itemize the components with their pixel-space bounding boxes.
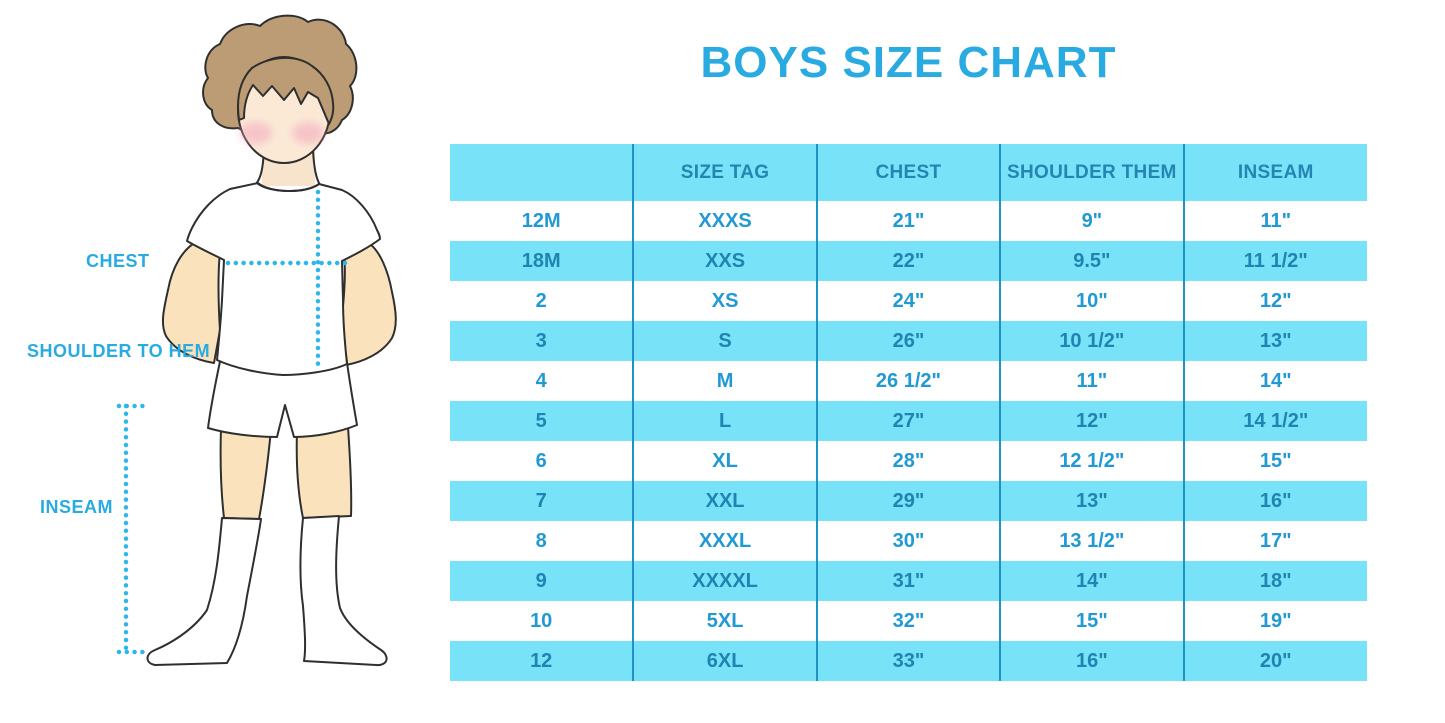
column-header: SIZE TAG [632,144,817,201]
table-row: 3 S 26" 10 1/2" 13" [450,321,1367,361]
table-cell: 9 [535,569,547,592]
boy-illustration [116,14,397,667]
table-cell: 28" [815,441,1001,481]
table-cell: 18M [521,249,561,272]
table-cell: 9.5" [999,241,1184,281]
table-row: 2 XS 24" 10" 12" [450,281,1367,321]
table-cell: 18" [1182,561,1367,601]
right-arm [339,243,397,366]
table-row: 6 XL 28" 12 1/2" 15" [450,441,1367,481]
table-row: 8 XXXL 30" 13 1/2" 17" [450,521,1367,561]
table-cell: 22" [815,241,1001,281]
table-cell: 8 [535,529,547,552]
table-cell: 11 1/2" [1182,241,1367,281]
table-cell: 26 1/2" [815,361,1001,401]
chest-label: CHEST [86,251,150,271]
table-cell: 24" [815,281,1001,321]
table-cell: 13" [999,481,1184,521]
t-shirt [186,182,381,376]
table-cell: 15" [999,601,1184,641]
table-cell: 26" [815,321,1001,361]
table-row: 18M XXS 22" 9.5" 11 1/2" [450,241,1367,281]
right-sock [299,515,388,667]
shoulder-to-hem-label: SHOULDER TO HEM [27,341,211,361]
table-row: 4 M 26 1/2" 11" 14" [450,361,1367,401]
table-cell: 10 1/2" [999,321,1184,361]
table-cell: XXXS [632,201,817,241]
table-row: 9 XXXXL 31" 14" 18" [450,561,1367,601]
table-cell: 11" [999,361,1184,401]
table-header-row: SIZE TAG CHEST SHOULDER THEM INSEAM [450,144,1367,201]
table-cell: 6XL [632,641,817,681]
table-cell: S [632,321,817,361]
table-cell: 31" [815,561,1001,601]
table-cell: XXS [632,241,817,281]
table-cell: 5 [535,409,547,432]
table-cell: 32" [815,601,1001,641]
table-cell: 17" [1182,521,1367,561]
table-cell: 12M [521,209,561,232]
table-cell: 13 1/2" [999,521,1184,561]
collar-line [256,182,320,192]
page-title: BOYS SIZE CHART [700,38,1117,87]
table-cell: 4 [535,369,547,392]
table-cell: 5XL [632,601,817,641]
table-cell: 13" [1182,321,1367,361]
column-header: SHOULDER THEM [999,144,1184,201]
table-cell: 6 [535,449,547,472]
table-cell: 11" [1182,201,1367,241]
left-sock [146,517,262,666]
table-cell: 10 [530,609,553,632]
left-arm [161,241,221,364]
column-header [450,144,634,201]
table-cell: 7 [535,489,547,512]
table-row: 12M XXXS 21" 9" 11" [450,201,1367,241]
table-cell: 16" [999,641,1184,681]
table-cell: XXXXL [632,561,817,601]
table-cell: 20" [1182,641,1367,681]
table-row: 12 6XL 33" 16" 20" [450,641,1367,681]
hair-fringe [237,56,335,125]
table-cell: 14" [999,561,1184,601]
table-cell: 3 [535,329,547,352]
table-cell: 14" [1182,361,1367,401]
table-cell: 12" [1182,281,1367,321]
table-cell: 12 [530,649,553,672]
table-cell: 16" [1182,481,1367,521]
table-cell: 12" [999,401,1184,441]
table-cell: 12 1/2" [999,441,1184,481]
table-cell: L [632,401,817,441]
table-row: 10 5XL 32" 15" 19" [450,601,1367,641]
table-cell: XXXL [632,521,817,561]
right-cheek [292,122,324,144]
inseam-label: INSEAM [40,497,114,517]
table-cell: XS [632,281,817,321]
table-cell: 19" [1182,601,1367,641]
size-table: SIZE TAG CHEST SHOULDER THEM INSEAM 12M XXXS… [450,144,1367,681]
table-cell: M [632,361,817,401]
table-row: 5 L 27" 12" 14 1/2" [450,401,1367,441]
table-cell: 29" [815,481,1001,521]
table-cell: XXL [632,481,817,521]
size-table-body: 12M XXXS 21" 9" 11" 18M XXS 22" 9.5" 11 1/2" 2 XS 24… [450,201,1367,681]
table-cell: 33" [815,641,1001,681]
column-header: INSEAM [1182,144,1367,201]
column-header: CHEST [815,144,1001,201]
table-cell: 15" [1182,441,1367,481]
left-cheek [240,122,272,144]
table-cell: XL [632,441,817,481]
right-thigh [295,426,353,519]
table-cell: 27" [815,401,1001,441]
left-thigh [219,427,272,520]
table-cell: 21" [815,201,1001,241]
table-cell: 10" [999,281,1184,321]
table-row: 7 XXL 29" 13" 16" [450,481,1367,521]
table-cell: 14 1/2" [1182,401,1367,441]
table-cell: 30" [815,521,1001,561]
measurement-figure-panel: CHEST SHOULDER TO HEM INSEAM [0,0,450,723]
table-cell: 2 [535,289,547,312]
table-cell: 9" [999,201,1184,241]
